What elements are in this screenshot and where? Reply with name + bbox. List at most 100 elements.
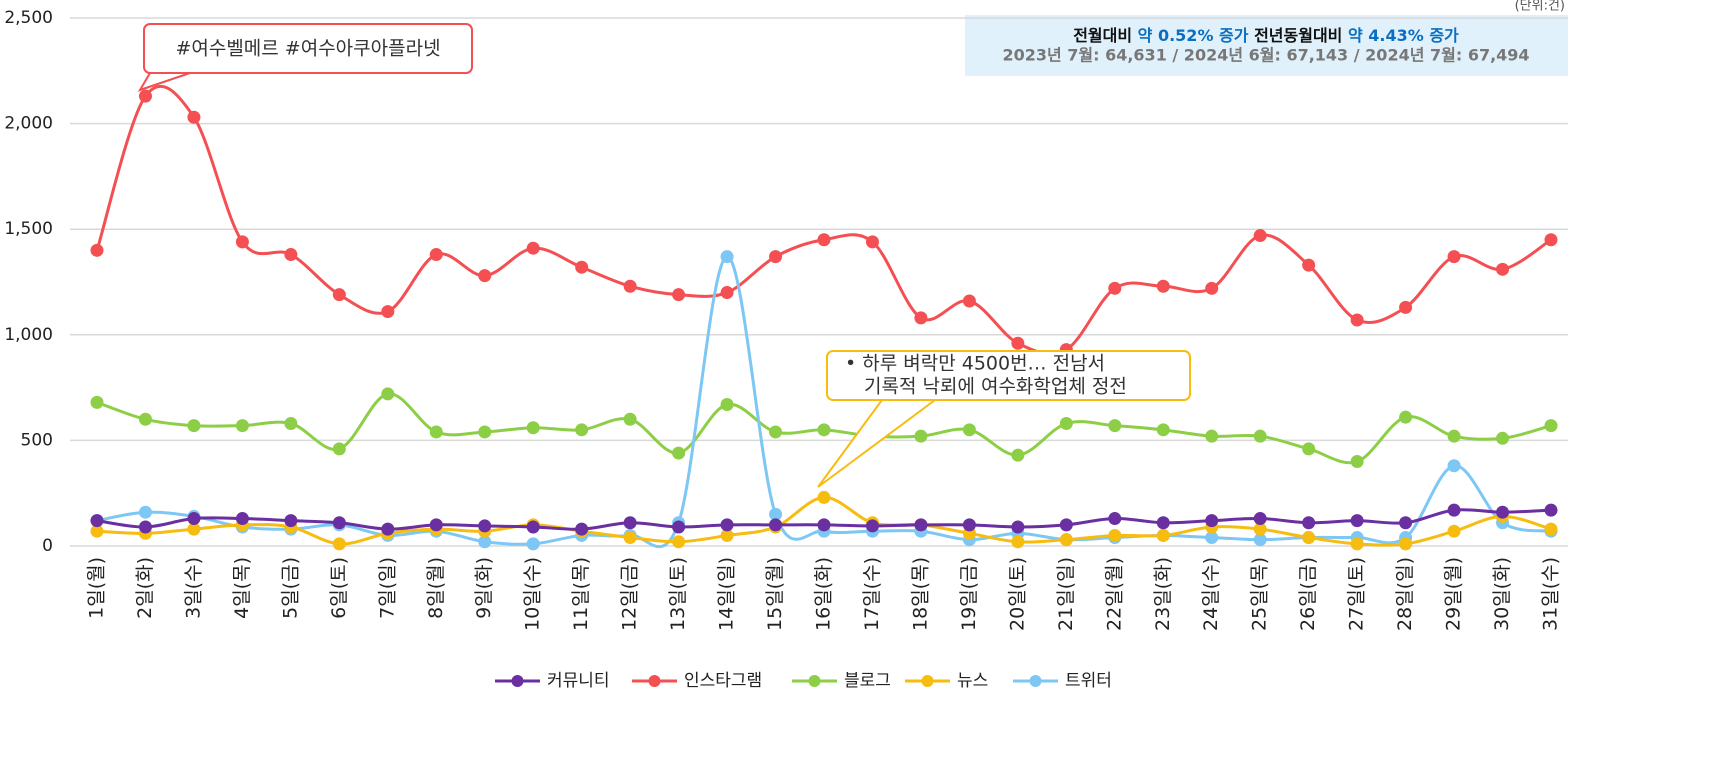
data-point — [429, 518, 443, 532]
data-point — [284, 248, 298, 262]
x-tick-label: 5일(금) — [279, 557, 301, 619]
x-tick-label: 26일(금) — [1297, 557, 1319, 631]
data-point — [575, 522, 589, 536]
data-point — [332, 516, 346, 530]
data-point — [817, 423, 831, 437]
data-point — [1302, 258, 1316, 272]
data-point — [865, 519, 879, 533]
x-tick-label: 20일(토) — [1006, 557, 1028, 631]
data-point — [1011, 535, 1025, 549]
data-point — [90, 514, 104, 528]
summary-text: 약 0.52% 증가 — [1138, 26, 1249, 45]
legend-swatch — [808, 675, 821, 687]
x-tick-label: 19일(금) — [958, 557, 980, 631]
data-point — [1544, 419, 1558, 433]
legend-label: 트위터 — [1065, 671, 1112, 691]
data-point — [1156, 516, 1170, 530]
series-line — [95, 84, 1552, 356]
data-point — [1447, 429, 1461, 443]
data-point — [1108, 281, 1122, 295]
data-point — [1496, 505, 1510, 519]
x-tick-label: 30일(화) — [1491, 557, 1513, 631]
data-point — [914, 311, 928, 325]
data-point — [1302, 516, 1316, 530]
data-point — [1156, 279, 1170, 293]
data-point — [1302, 442, 1316, 456]
x-tick-label: 4일(목) — [231, 557, 253, 619]
data-point — [478, 425, 492, 439]
data-point — [138, 89, 152, 103]
data-point — [1205, 531, 1219, 545]
data-point — [1496, 262, 1510, 276]
data-point — [429, 248, 443, 262]
x-tick-label: 12일(금) — [619, 557, 641, 631]
callout-text: #여수벨메르 #여수아쿠아플라넷 — [175, 38, 440, 60]
data-point — [478, 269, 492, 283]
legend-label: 인스타그램 — [684, 671, 762, 691]
data-point — [1011, 336, 1025, 350]
data-point — [1253, 533, 1267, 547]
data-point — [1059, 533, 1073, 547]
summary-line1: 전월대비 약 0.52% 증가 전년동월대비 약 4.43% 증가 — [1073, 26, 1459, 45]
data-point — [526, 241, 540, 255]
legend-label: 뉴스 — [957, 671, 988, 691]
data-point — [817, 518, 831, 532]
summary-line2: 2023년 7월: 64,631 / 2024년 6월: 67,143 / 20… — [1002, 46, 1529, 65]
data-point — [1253, 429, 1267, 443]
data-point — [1399, 537, 1413, 551]
legend-swatch — [511, 675, 524, 687]
data-point — [1447, 503, 1461, 517]
data-point — [187, 512, 201, 526]
x-tick-label: 23일(화) — [1152, 557, 1174, 631]
x-tick-label: 25일(목) — [1249, 557, 1271, 631]
x-tick-label: 15일(월) — [764, 557, 786, 631]
data-point — [1447, 459, 1461, 473]
data-point — [623, 531, 637, 545]
data-point — [575, 260, 589, 274]
x-tick-label: 7일(일) — [376, 557, 398, 619]
summary-text: 전년동월대비 — [1254, 26, 1342, 45]
x-tick-label: 2일(화) — [134, 557, 156, 619]
data-point — [90, 524, 104, 538]
summary-text: 약 4.43% 증가 — [1348, 26, 1459, 45]
data-point — [769, 250, 783, 264]
data-point — [1108, 512, 1122, 526]
data-point — [1350, 313, 1364, 327]
callout-tail — [817, 399, 936, 488]
y-tick-label: 2,000 — [4, 114, 53, 134]
data-point — [478, 519, 492, 533]
data-point — [284, 417, 298, 431]
data-point — [187, 419, 201, 433]
data-point — [1156, 423, 1170, 437]
x-tick-label: 3일(수) — [182, 557, 204, 619]
data-point — [720, 518, 734, 532]
x-tick-label: 11일(목) — [570, 557, 592, 631]
unit-label: (단위:건) — [1515, 0, 1565, 14]
data-point — [332, 537, 346, 551]
data-point — [1399, 516, 1413, 530]
x-tick-label: 22일(월) — [1103, 557, 1125, 631]
x-tick-label: 29일(월) — [1443, 557, 1465, 631]
data-point — [1253, 229, 1267, 243]
data-point — [90, 395, 104, 409]
data-point — [90, 243, 104, 257]
legend-label: 블로그 — [844, 671, 891, 691]
data-point — [1399, 410, 1413, 424]
x-tick-label: 6일(토) — [328, 557, 350, 619]
y-tick-label: 2,500 — [4, 8, 53, 28]
data-point — [575, 423, 589, 437]
x-tick-label: 28일(일) — [1394, 557, 1416, 631]
data-point — [332, 288, 346, 302]
data-point — [1059, 518, 1073, 532]
x-tick-label: 9일(화) — [473, 557, 495, 619]
data-point — [187, 522, 201, 536]
x-tick-label: 10일(수) — [522, 557, 544, 631]
x-tick-label: 13일(토) — [667, 557, 689, 631]
callout-box — [143, 23, 473, 74]
y-tick-label: 1,000 — [4, 325, 53, 345]
data-point — [1156, 528, 1170, 542]
data-point — [1205, 429, 1219, 443]
x-tick-label: 16일(화) — [813, 557, 835, 631]
data-point — [1205, 281, 1219, 295]
x-tick-label: 14일(일) — [716, 557, 738, 631]
